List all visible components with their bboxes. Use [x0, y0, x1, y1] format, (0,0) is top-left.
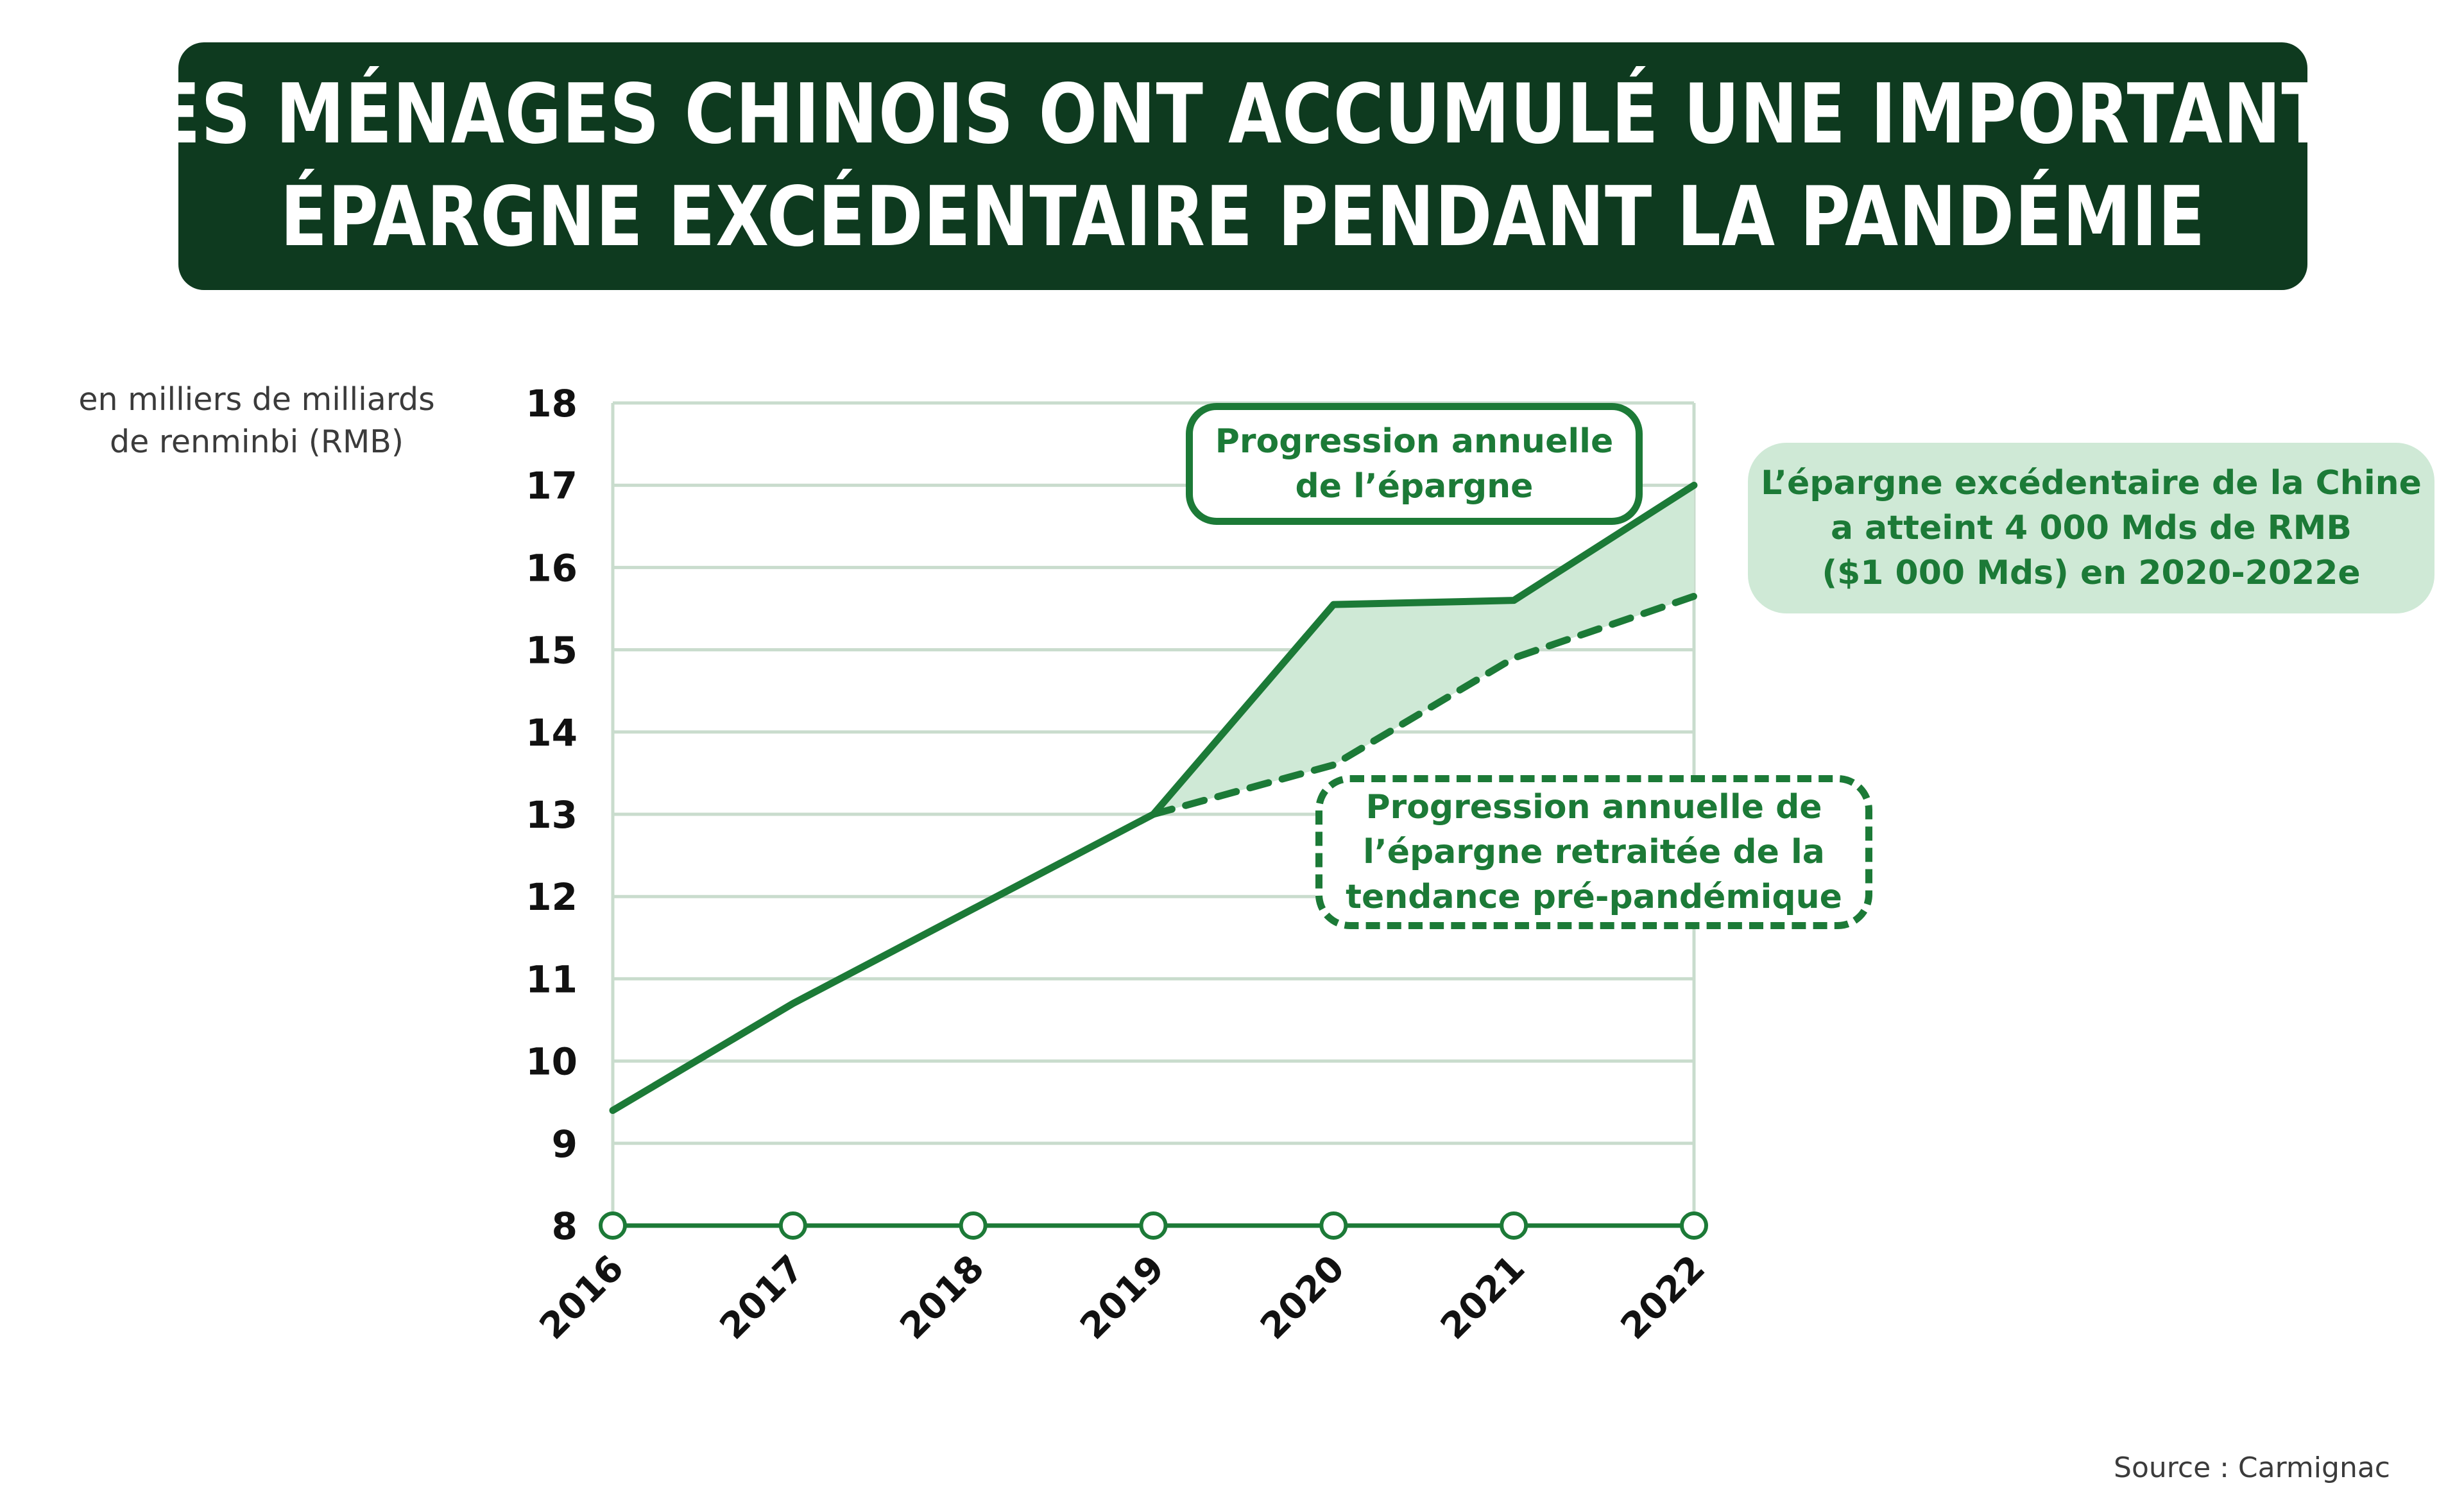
x-axis-marker: [1139, 1211, 1168, 1240]
y-tick-label: 9: [552, 1122, 578, 1166]
callout-excess-line-2: a atteint 4 000 Mds de RMB: [1830, 509, 2352, 547]
x-tick-label: 2018: [892, 1247, 992, 1348]
callout-excess-savings: L’épargne excédentaire de la Chine a att…: [1748, 443, 2434, 613]
callout-excess-line-3: ($1 000 Mds) en 2020-2022e: [1822, 554, 2361, 592]
x-tick-label: 2021: [1433, 1247, 1533, 1348]
x-axis: [599, 1211, 1708, 1240]
x-axis-marker: [599, 1211, 627, 1240]
y-tick-label: 13: [526, 793, 578, 837]
callout-pre-pandemic-trend: Progression annuelle de l’épargne retrai…: [1315, 775, 1872, 929]
x-axis-marker: [778, 1211, 807, 1240]
chart-title-line-1: LES MÉNAGES CHINOIS ONT ACCUMULÉ UNE IMP…: [108, 67, 2377, 162]
x-axis-marker: [1500, 1211, 1528, 1240]
x-axis-marker: [1680, 1211, 1708, 1240]
y-tick-label: 15: [526, 629, 578, 672]
callout-actual-savings: Progression annuelle de l’épargne: [1186, 403, 1643, 525]
x-axis-marker: [959, 1211, 988, 1240]
x-axis-marker: [1319, 1211, 1348, 1240]
y-axis-unit-line-1: en milliers de milliards: [78, 381, 435, 418]
y-tick-label: 14: [526, 711, 578, 755]
y-tick-label: 10: [526, 1040, 578, 1084]
y-axis-tick-labels: 8 9 10 11 12 13 14 15 16 17 18: [526, 382, 578, 1248]
x-tick-label: 2019: [1072, 1247, 1172, 1348]
callout-trend-line-1: Progression annuelle de: [1365, 788, 1822, 826]
y-axis-unit-line-2: de renminbi (RMB): [110, 424, 404, 460]
x-tick-label: 2022: [1613, 1247, 1713, 1348]
y-tick-label: 16: [526, 546, 578, 590]
callout-trend-line-2: l’épargne retraitée de la: [1363, 833, 1825, 871]
callout-trend-line-3: tendance pré-pandémique: [1346, 878, 1842, 916]
source-label: Source : Carmignac: [2114, 1451, 2390, 1484]
x-tick-label: 2020: [1253, 1247, 1353, 1348]
chart-title-line-2: ÉPARGNE EXCÉDENTAIRE PENDANT LA PANDÉMIE: [280, 169, 2206, 265]
x-tick-label: 2017: [712, 1247, 812, 1348]
y-tick-label: 17: [526, 464, 578, 508]
x-axis-tick-labels: 2016 2017 2018 2019 2020 2021 2022: [532, 1247, 1713, 1348]
excess-savings-area-group: [1153, 485, 1694, 814]
callout-excess-line-1: L’épargne excédentaire de la Chine: [1761, 464, 2422, 502]
excess-savings-area: [1153, 485, 1694, 814]
callout-actual-line-2: de l’épargne: [1295, 467, 1534, 506]
title-banner: LES MÉNAGES CHINOIS ONT ACCUMULÉ UNE IMP…: [109, 42, 2376, 290]
series-lines: [609, 481, 1698, 1115]
y-tick-label: 12: [526, 875, 578, 919]
y-axis-unit-label: en milliers de milliards de renminbi (RM…: [38, 379, 475, 463]
y-tick-label: 18: [526, 382, 578, 425]
y-tick-label: 11: [526, 957, 578, 1001]
y-tick-label: 8: [552, 1204, 578, 1248]
x-tick-label: 2016: [532, 1247, 632, 1348]
callout-actual-line-1: Progression annuelle: [1215, 422, 1614, 461]
